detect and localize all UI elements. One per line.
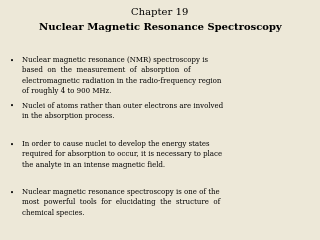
Text: •: • — [10, 102, 13, 110]
Text: •: • — [10, 140, 13, 148]
Text: In order to cause nuclei to develop the energy states
required for absorption to: In order to cause nuclei to develop the … — [22, 140, 222, 168]
Text: Nuclear Magnetic Resonance Spectroscopy: Nuclear Magnetic Resonance Spectroscopy — [39, 23, 281, 32]
Text: •: • — [10, 56, 13, 64]
Text: Nuclei of atoms rather than outer electrons are involved
in the absorption proce: Nuclei of atoms rather than outer electr… — [22, 102, 224, 120]
Text: Nuclear magnetic resonance spectroscopy is one of the
most  powerful  tools  for: Nuclear magnetic resonance spectroscopy … — [22, 188, 221, 216]
Text: Nuclear magnetic resonance (NMR) spectroscopy is
based  on  the  measurement  of: Nuclear magnetic resonance (NMR) spectro… — [22, 56, 222, 95]
Text: •: • — [10, 188, 13, 196]
Text: Chapter 19: Chapter 19 — [131, 8, 189, 18]
